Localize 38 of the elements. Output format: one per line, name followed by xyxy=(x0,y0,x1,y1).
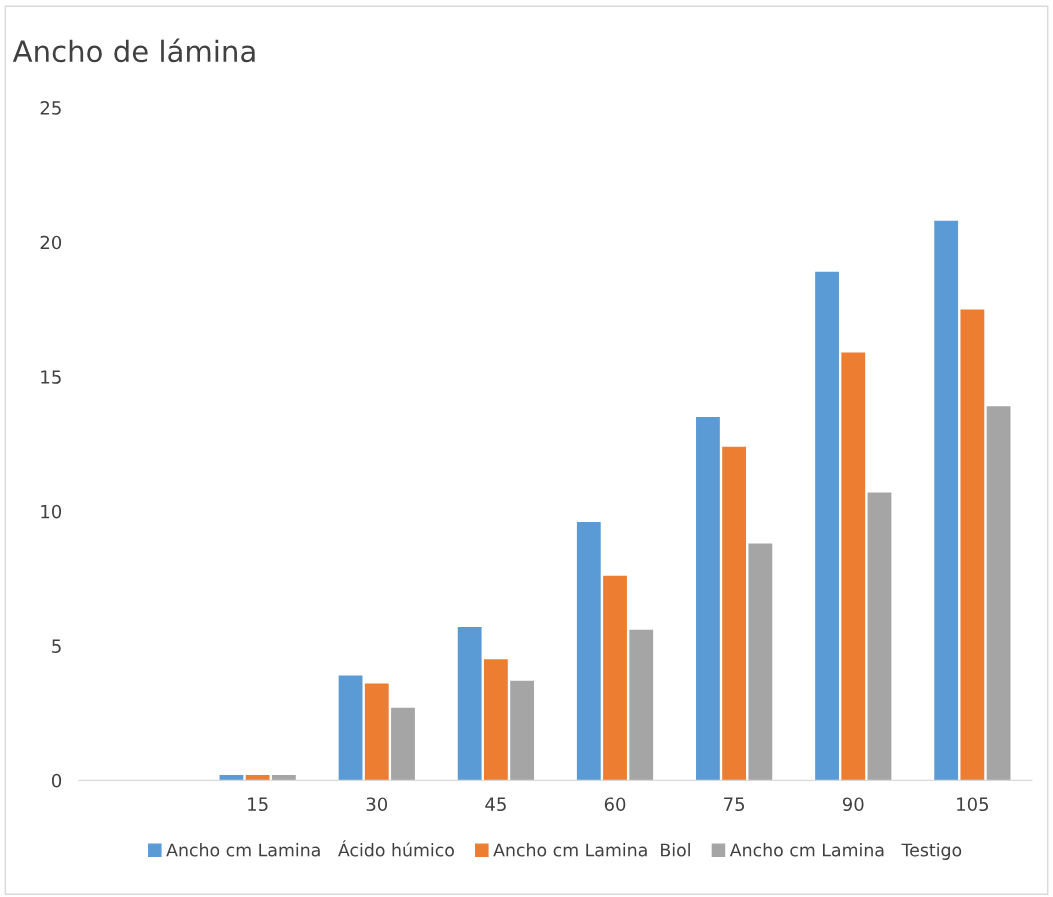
y-tick-label: 10 xyxy=(41,504,62,519)
bar xyxy=(391,707,415,781)
legend-label: Ancho cm Lamina Testigo xyxy=(729,843,962,860)
bar xyxy=(960,309,985,781)
legend-label: Ancho cm Lamina Biol xyxy=(493,843,690,857)
bar xyxy=(364,683,389,781)
bar xyxy=(576,522,601,781)
bar xyxy=(338,675,363,781)
x-tick-label: 15 xyxy=(248,797,268,812)
x-tick-label: 30 xyxy=(366,797,388,812)
y-tick-label: 15 xyxy=(41,370,61,384)
y-tick-label: 20 xyxy=(40,235,62,250)
x-tick-label: 75 xyxy=(724,797,745,812)
bar xyxy=(510,680,535,781)
bar xyxy=(271,775,296,781)
bar xyxy=(815,271,839,781)
legend-label: Ancho cm Lamina Ácido húmico xyxy=(166,840,454,857)
chart-title: Ancho de lámina xyxy=(12,38,255,63)
bar xyxy=(603,575,627,781)
bar xyxy=(867,492,892,781)
y-tick-label: 0 xyxy=(52,773,62,788)
y-tick-label: 25 xyxy=(40,101,61,115)
bar xyxy=(841,352,866,781)
bar xyxy=(696,417,720,781)
bar xyxy=(457,627,482,781)
x-tick-label: 45 xyxy=(485,797,506,812)
bar xyxy=(986,406,1011,781)
bar xyxy=(483,659,508,781)
bar xyxy=(219,775,244,781)
bar xyxy=(748,543,773,781)
bar xyxy=(245,775,270,781)
bar xyxy=(722,446,747,781)
x-tick-label: 90 xyxy=(842,797,864,812)
x-tick-label: 105 xyxy=(957,797,989,812)
y-tick-label: 5 xyxy=(52,639,61,653)
x-tick-label: 60 xyxy=(604,797,626,812)
bar xyxy=(629,629,654,781)
bar xyxy=(934,220,959,781)
